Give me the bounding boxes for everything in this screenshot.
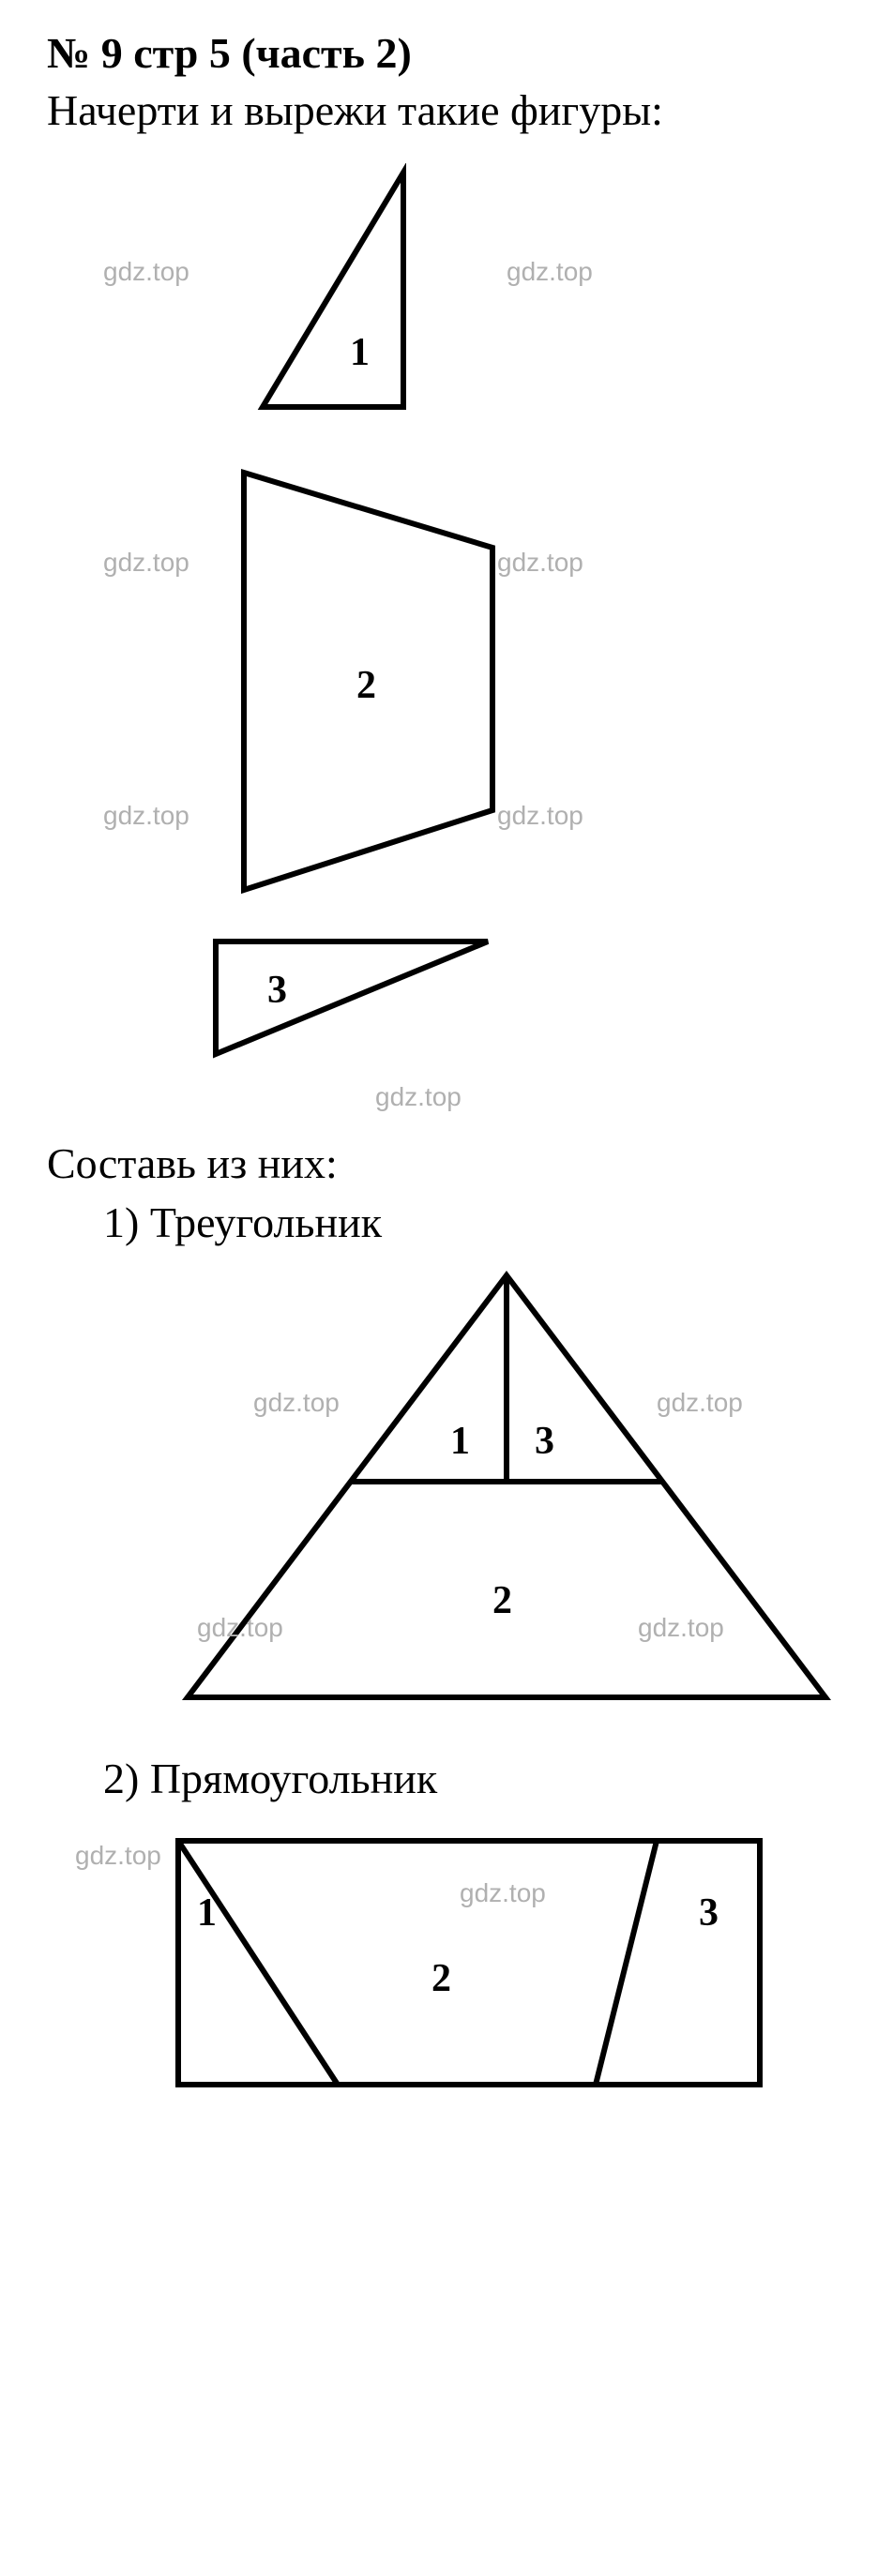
task-2-label: 2) Прямоугольник bbox=[103, 1754, 846, 1803]
composed-triangle-svg: 1 3 2 bbox=[131, 1266, 882, 1716]
triangle-3-svg: 3 bbox=[159, 932, 628, 1101]
instruction-text: Начерти и вырежи такие фигуры: bbox=[47, 85, 846, 135]
figure-1-block: gdz.top gdz.top 1 bbox=[103, 163, 846, 444]
comp-label-3: 3 bbox=[535, 1420, 554, 1463]
watermark: gdz.top bbox=[103, 257, 189, 287]
watermark: gdz.top bbox=[103, 801, 189, 831]
task-1-label: 1) Треугольник bbox=[103, 1198, 846, 1247]
trapezoid-2-svg: 2 bbox=[103, 463, 666, 913]
comp-label-1: 1 bbox=[450, 1420, 470, 1463]
watermark: gdz.top bbox=[375, 1082, 462, 1112]
watermark: gdz.top bbox=[657, 1388, 743, 1418]
shape-label-2: 2 bbox=[356, 664, 376, 707]
watermark: gdz.top bbox=[253, 1388, 340, 1418]
rectangle-shape bbox=[178, 1841, 760, 2085]
diag-left bbox=[178, 1841, 338, 2085]
watermark: gdz.top bbox=[497, 548, 583, 578]
watermark: gdz.top bbox=[460, 1878, 546, 1908]
compose-text: Составь из них: bbox=[47, 1138, 846, 1188]
watermark: gdz.top bbox=[507, 257, 593, 287]
shape-label-1: 1 bbox=[350, 331, 370, 374]
comp-label-2: 2 bbox=[492, 1579, 512, 1622]
rect-label-1: 1 bbox=[197, 1891, 217, 1935]
watermark: gdz.top bbox=[638, 1613, 724, 1643]
watermark: gdz.top bbox=[75, 1841, 161, 1871]
page-title: № 9 стр 5 (часть 2) bbox=[47, 28, 846, 78]
triangle-1-svg: 1 bbox=[103, 163, 572, 444]
figure-2-block: gdz.top gdz.top gdz.top gdz.top 2 bbox=[103, 463, 846, 913]
figure-3-block: gdz.top 3 bbox=[159, 932, 846, 1120]
composed-triangle-block: gdz.top gdz.top gdz.top gdz.top 1 3 2 bbox=[131, 1266, 846, 1716]
triangle-1-shape bbox=[263, 173, 403, 407]
shape-label-3: 3 bbox=[267, 969, 287, 1012]
composed-rect-svg: 1 2 3 bbox=[75, 1822, 825, 2103]
watermark: gdz.top bbox=[103, 548, 189, 578]
watermark: gdz.top bbox=[497, 801, 583, 831]
watermark: gdz.top bbox=[197, 1613, 283, 1643]
composed-rect-block: gdz.top gdz.top 1 2 3 bbox=[75, 1822, 846, 2122]
rect-label-2: 2 bbox=[431, 1957, 451, 2000]
rect-label-3: 3 bbox=[699, 1891, 719, 1935]
triangle-3-shape bbox=[216, 942, 488, 1054]
diag-right bbox=[596, 1841, 657, 2085]
